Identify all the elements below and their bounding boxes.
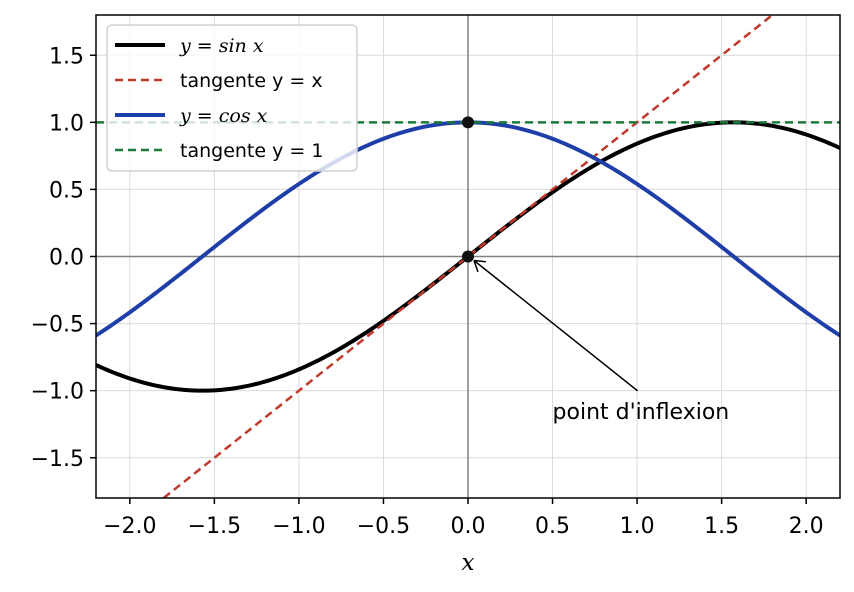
legend-label: y = sin x: [179, 35, 264, 57]
y-tick-label: 0.5: [49, 178, 84, 203]
y-tick-label: 1.0: [49, 111, 84, 136]
legend-label: tangente y = x: [180, 70, 323, 92]
y-tick-label: 0.0: [49, 246, 84, 271]
x-axis-label: x: [462, 550, 475, 576]
x-tick-label: 1.5: [704, 514, 739, 539]
x-tick-label: −1.0: [272, 514, 325, 539]
y-tick-label: −1.5: [31, 447, 84, 472]
highlight-point: [462, 250, 474, 263]
annotation-arrow-head: [473, 259, 487, 273]
annotation-label: point d'inflexion: [553, 400, 730, 425]
annotation-arrow-line: [473, 259, 639, 392]
legend-label: y = cos x: [179, 105, 268, 127]
highlight-point: [462, 116, 474, 129]
x-tick-label: 0.5: [535, 514, 570, 539]
x-tick-label: −0.5: [357, 514, 410, 539]
x-tick-label: −2.0: [103, 514, 156, 539]
x-tick-label: 0.0: [451, 514, 486, 539]
x-tick-label: 1.0: [620, 514, 655, 539]
legend-label: tangente y = 1: [180, 140, 323, 162]
x-tick-label: −1.5: [188, 514, 241, 539]
y-tick-label: −1.0: [31, 380, 84, 405]
y-tick-label: 1.5: [49, 44, 84, 69]
x-tick-label: 2.0: [789, 514, 824, 539]
legend-box: [106, 24, 358, 172]
y-tick-label: −0.5: [31, 313, 84, 338]
